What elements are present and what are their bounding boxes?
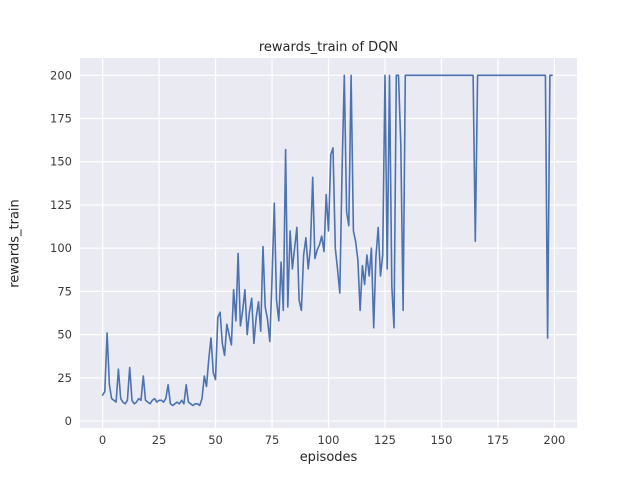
x-tick-label: 100 [318, 433, 340, 447]
x-tick-label: 25 [152, 433, 167, 447]
y-tick-label: 150 [50, 155, 72, 169]
x-tick-label: 150 [430, 433, 452, 447]
y-tick-label: 100 [50, 241, 72, 255]
x-tick-label: 75 [265, 433, 280, 447]
y-tick-label: 75 [57, 284, 72, 298]
x-tick-label: 0 [99, 433, 106, 447]
y-tick-label: 0 [65, 414, 72, 428]
y-tick-label: 50 [57, 328, 72, 342]
x-axis-label: episodes [299, 450, 358, 465]
rewards-train-line [101, 74, 553, 407]
x-tick-label: 50 [208, 433, 223, 447]
x-tick-label: 125 [374, 433, 396, 447]
y-tick-label: 175 [50, 112, 72, 126]
y-tick-label: 25 [57, 371, 72, 385]
chart-title: rewards_train of DQN [258, 40, 399, 55]
x-tick-label: 200 [543, 433, 565, 447]
x-tick-label: 175 [487, 433, 509, 447]
y-tick-label: 200 [50, 68, 72, 82]
y-axis-label: rewards_train [7, 199, 23, 288]
y-tick-label: 125 [50, 198, 72, 212]
